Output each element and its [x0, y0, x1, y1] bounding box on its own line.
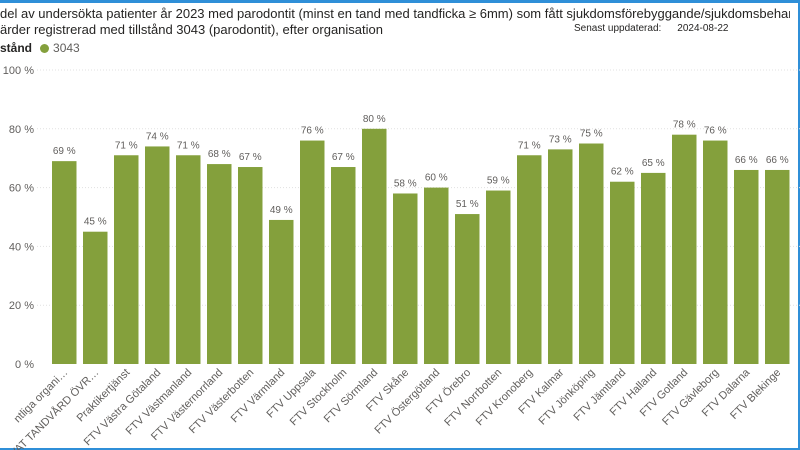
bar[interactable] [207, 164, 232, 364]
bar[interactable] [548, 149, 573, 364]
chart-title: del av undersökta patienter år 2023 med … [0, 6, 790, 38]
data-label: 62 % [611, 167, 634, 178]
legend-marker-icon [40, 43, 50, 53]
window-right-border [798, 0, 800, 450]
data-label: 60 % [425, 173, 448, 184]
y-tick-label: 80 % [9, 124, 34, 136]
y-tick-label: 20 % [9, 300, 34, 312]
data-label: 66 % [766, 155, 789, 166]
bar[interactable] [703, 140, 728, 364]
bar[interactable] [641, 172, 666, 364]
bar[interactable] [455, 214, 480, 364]
bar[interactable] [579, 143, 604, 365]
bar[interactable] [331, 167, 356, 364]
window-bottom-border [0, 448, 800, 450]
bar[interactable] [176, 155, 201, 364]
chart-title-line-2: ärder registrerad med tillstånd 3043 (pa… [0, 22, 383, 37]
bar[interactable] [269, 219, 294, 364]
bar[interactable] [517, 155, 542, 364]
bar[interactable] [610, 181, 635, 364]
y-tick-label: 100 % [3, 65, 34, 77]
data-label: 67 % [239, 152, 262, 163]
last-updated-label: Senast uppdaterad: [574, 23, 662, 34]
data-label: 67 % [332, 152, 355, 163]
bar[interactable] [83, 231, 108, 364]
data-label: 73 % [549, 134, 572, 145]
bar[interactable] [300, 140, 325, 364]
data-label: 68 % [208, 149, 231, 160]
data-label: 59 % [487, 176, 510, 187]
data-label: 58 % [394, 178, 417, 189]
category-label: ntliga organi… [12, 367, 71, 426]
last-updated: Senast uppdaterad: 2024-08-22 [574, 23, 728, 34]
chart-legend: stånd 3043 [0, 40, 80, 56]
bar[interactable] [145, 146, 170, 364]
category-label: FTV Värmland [229, 367, 288, 426]
data-label: 74 % [146, 131, 169, 142]
data-label: 65 % [642, 158, 665, 169]
bar[interactable] [52, 161, 77, 364]
data-label: 78 % [673, 120, 696, 131]
data-label: 45 % [84, 217, 107, 228]
data-label: 66 % [735, 155, 758, 166]
last-updated-date: 2024-08-22 [677, 23, 729, 34]
bar[interactable] [362, 128, 387, 364]
data-label: 71 % [518, 140, 541, 151]
bar[interactable] [238, 167, 263, 364]
bar[interactable] [424, 187, 449, 364]
y-tick-label: 60 % [9, 183, 34, 195]
category-label: FTV Sörmland [322, 367, 381, 426]
y-tick-label: 0 % [15, 359, 34, 371]
bar[interactable] [486, 190, 511, 364]
data-label: 80 % [363, 114, 386, 125]
data-label: 75 % [580, 129, 603, 140]
data-label: 71 % [177, 140, 200, 151]
bar[interactable] [672, 134, 697, 364]
data-label: 51 % [456, 199, 479, 210]
data-label: 71 % [115, 140, 138, 151]
data-label: 76 % [704, 126, 727, 137]
data-label: 69 % [53, 146, 76, 157]
window-top-border [0, 0, 800, 3]
legend-item-label[interactable]: 3043 [53, 41, 80, 55]
data-label: 76 % [301, 126, 324, 137]
bar[interactable] [114, 155, 139, 364]
bar[interactable] [393, 193, 418, 364]
data-label: 49 % [270, 205, 293, 216]
chart-title-line-1: del av undersökta patienter år 2023 med … [0, 6, 790, 21]
legend-title: stånd [0, 41, 33, 55]
y-tick-label: 40 % [9, 241, 34, 253]
bar[interactable] [765, 169, 790, 364]
bar[interactable] [734, 169, 759, 364]
